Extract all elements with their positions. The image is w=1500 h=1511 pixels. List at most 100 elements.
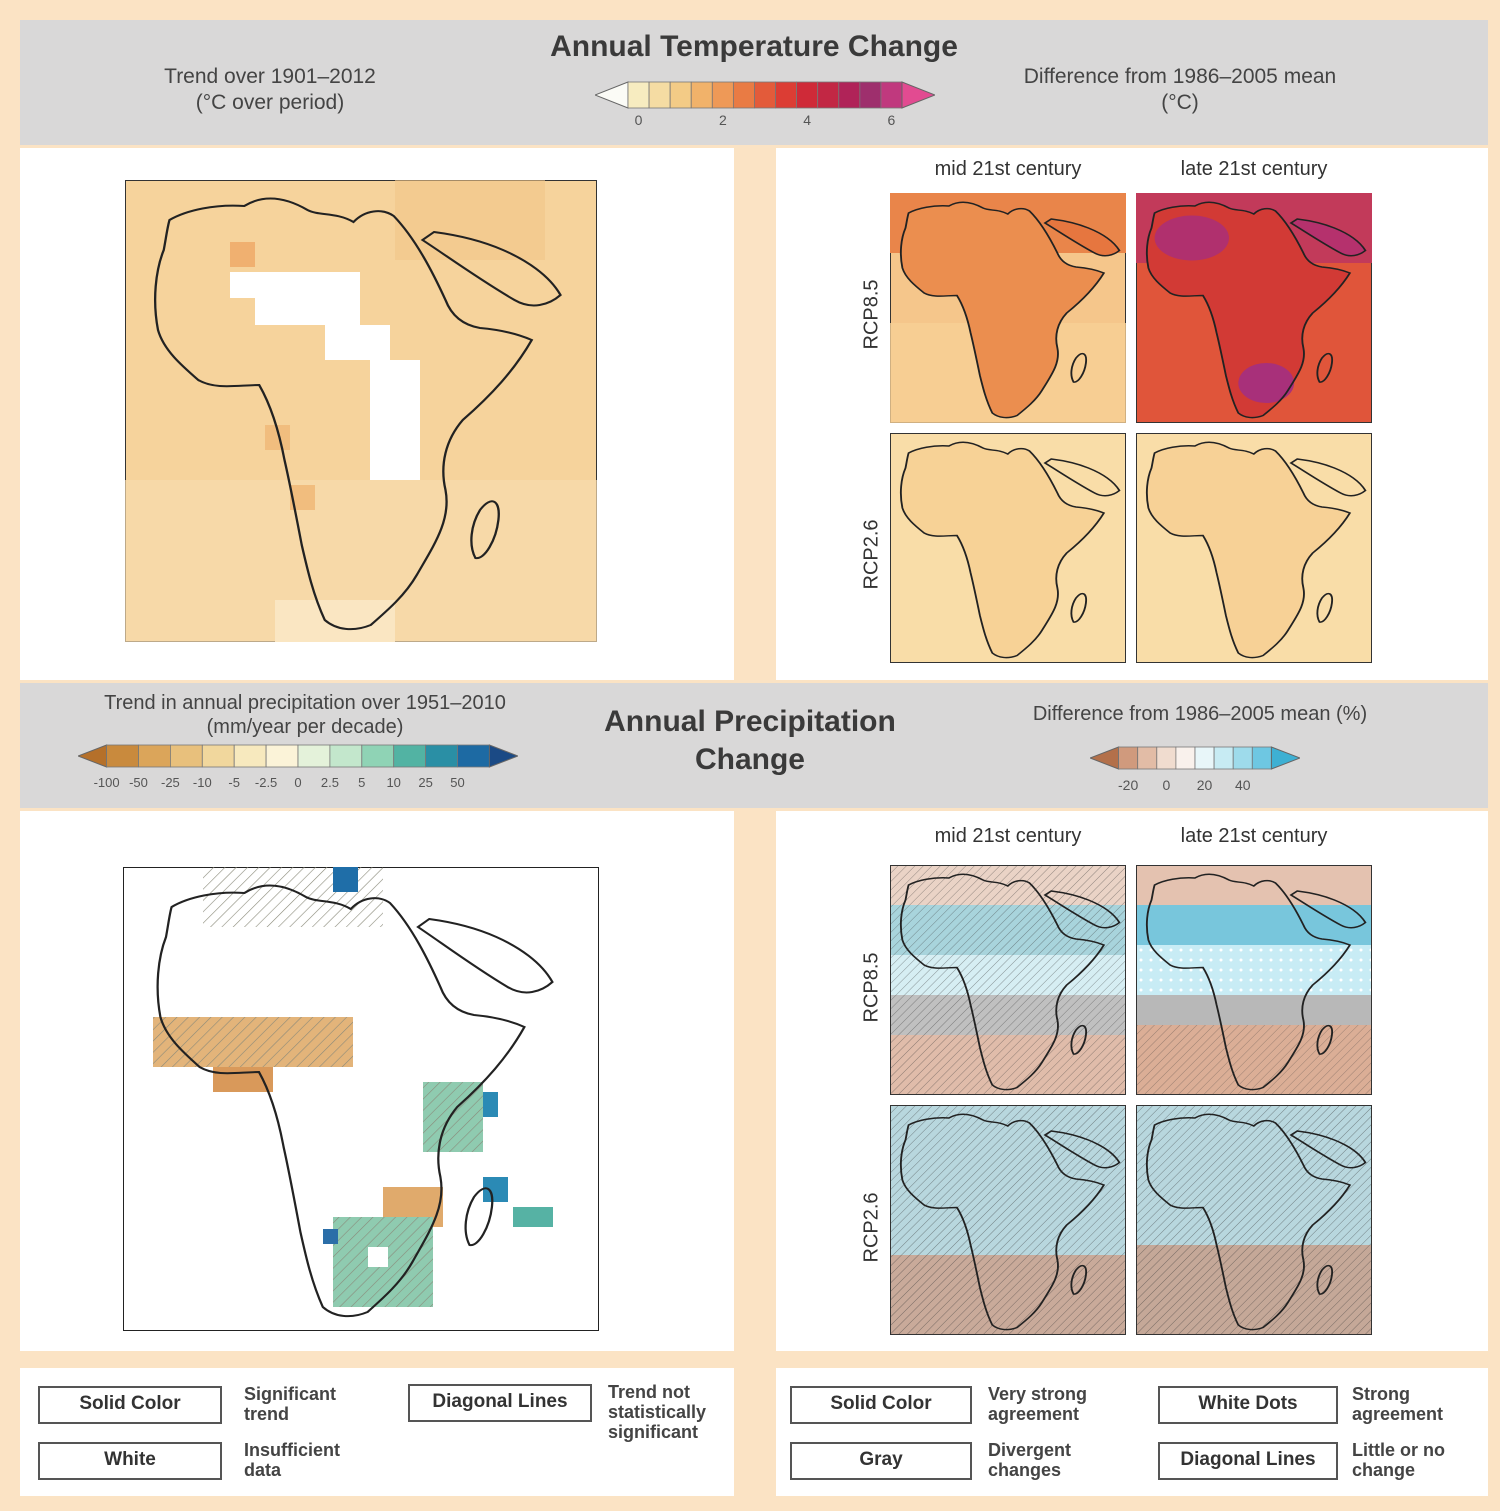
precip-trend-colorbar-swatch (297, 744, 331, 768)
precip-col-header-late: late 21st century (1180, 825, 1328, 847)
colorbar-tick-label: 6 (887, 112, 896, 128)
colorbar-tick-label: 0 (634, 112, 643, 128)
key-white-dots-projection: White Dots (1158, 1386, 1338, 1424)
precip-projection-colorbar-swatch (1251, 746, 1272, 770)
key-solid-color-projection: Solid Color (790, 1386, 972, 1424)
precip-trend-colorbar-swatch (457, 744, 490, 768)
colorbar-tick-label: 0 (294, 775, 302, 790)
precip-map-rcp85-mid (890, 865, 1126, 1095)
temperature-left-header-line2: (°C over period) (195, 91, 345, 114)
precip-trend-colorbar-swatch (106, 744, 139, 768)
trend-legend-box: Solid Color Significant trend White Insu… (20, 1368, 734, 1496)
temperature-colorbar-swatch (754, 81, 776, 109)
temperature-trend-panel (20, 148, 734, 680)
precip-trend-colorbar-swatch (233, 744, 267, 768)
precip-trend-colorbar-swatch (393, 744, 427, 768)
temperature-colorbar-ticks: 0 2 4 6 (595, 112, 935, 130)
temperature-header-band: Annual Temperature Change Trend over 190… (20, 20, 1488, 145)
precip-trend-colorbar-arrow-right (488, 744, 518, 768)
precip-projection-colorbar-swatch (1118, 746, 1139, 770)
key-white-trend-desc: Insufficient data (244, 1440, 341, 1480)
colorbar-tick-label: -25 (160, 775, 180, 790)
precip-trend-colorbar-swatch (170, 744, 203, 768)
precip-projection-colorbar-swatch (1175, 746, 1196, 770)
temperature-left-header-line1: Trend over 1901–2012 (164, 65, 376, 88)
colorbar-tick-label: 20 (1196, 777, 1213, 793)
precip-map-rcp26-late (1136, 1105, 1372, 1335)
precipitation-title: Annual Precipitation Change (560, 703, 940, 779)
colorbar-tick-label: -10 (192, 775, 212, 790)
temperature-colorbar (595, 81, 935, 109)
precip-trend-map (123, 867, 599, 1331)
temperature-colorbar-swatch (859, 81, 882, 109)
precip-row-label-rcp26: RCP2.6 (860, 1192, 883, 1263)
colorbar-tick-label: 2.5 (320, 775, 339, 790)
temp-map-rcp26-mid (890, 433, 1126, 663)
precip-trend-colorbar-ticks: -100 -50 -25 -10 -5 -2.5 0 2.5 5 10 25 50 (78, 775, 518, 793)
precip-projection-colorbar-swatch (1213, 746, 1234, 770)
colorbar-tick-label: -20 (1118, 777, 1139, 793)
temperature-right-header: Difference from 1986–2005 mean (°C) (970, 64, 1390, 116)
precip-trend-colorbar-swatch (425, 744, 458, 768)
precip-projection-colorbar (1090, 746, 1300, 770)
precip-projection-colorbar-arrow-left (1090, 746, 1120, 770)
temperature-trend-map (125, 180, 597, 642)
precipitation-title-line1: Annual Precipitation (604, 705, 896, 738)
key-solid-color-trend: Solid Color (38, 1386, 222, 1424)
precip-map-rcp26-mid (890, 1105, 1126, 1335)
key-diagonal-lines-projection-desc: Little or no change (1352, 1440, 1445, 1480)
precip-map-rcp85-late (1136, 865, 1372, 1095)
precip-row-label-rcp85: RCP8.5 (860, 952, 883, 1023)
colorbar-tick-label: -50 (129, 775, 148, 790)
temp-col-header-late: late 21st century (1180, 158, 1328, 180)
precip-trend-colorbar-swatch (361, 744, 395, 768)
key-solid-color-trend-desc: Significant trend (244, 1384, 337, 1424)
temperature-right-header-line1: Difference from 1986–2005 mean (1023, 65, 1337, 88)
precip-projection-colorbar-swatch (1194, 746, 1215, 770)
key-solid-color-projection-desc: Very strong agreement (988, 1384, 1088, 1424)
temperature-right-header-line2: (°C) (1161, 91, 1199, 114)
temperature-colorbar-swatch (732, 81, 755, 109)
temperature-colorbar-swatch (817, 81, 840, 109)
key-gray-projection-desc: Divergent changes (988, 1440, 1072, 1480)
colorbar-tick-label: 25 (418, 775, 433, 790)
temp-row-label-rcp26: RCP2.6 (860, 519, 883, 590)
temperature-colorbar-swatch (690, 81, 713, 109)
key-white-trend: White (38, 1442, 222, 1480)
colorbar-tick-label: 50 (450, 775, 465, 790)
temperature-colorbar-swatch (838, 81, 861, 109)
temp-map-rcp26-late (1136, 433, 1372, 663)
precip-trend-colorbar-swatch (265, 744, 299, 768)
temp-col-header-mid: mid 21st century (934, 158, 1082, 180)
precip-trend-colorbar (78, 744, 518, 768)
colorbar-tick-label: 2 (718, 112, 727, 128)
precipitation-title-line2: Change (694, 743, 805, 776)
temperature-colorbar-arrow-left (595, 81, 629, 109)
colorbar-tick-label: 5 (358, 775, 366, 790)
precip-left-header: Trend in annual precipitation over 1951–… (60, 691, 550, 739)
key-gray-projection: Gray (790, 1442, 972, 1480)
temperature-colorbar-swatch (880, 81, 903, 109)
precip-projection-colorbar-ticks: -20 0 20 40 (1090, 777, 1300, 795)
precip-left-header-line2: (mm/year per decade) (206, 716, 404, 738)
temperature-title: Annual Temperature Change (550, 30, 958, 63)
key-white-dots-projection-desc: Strong agreement (1352, 1384, 1444, 1424)
key-diagonal-lines-trend: Diagonal Lines (408, 1384, 592, 1422)
temperature-projection-panel: mid 21st century late 21st century RCP8.… (776, 148, 1488, 680)
precip-projection-panel: mid 21st century late 21st century RCP8.… (776, 811, 1488, 1351)
key-diagonal-lines-projection: Diagonal Lines (1158, 1442, 1338, 1480)
colorbar-tick-label: 4 (803, 112, 812, 128)
colorbar-tick-label: -5 (228, 775, 240, 790)
temperature-colorbar-arrow-right (901, 81, 935, 109)
precip-trend-colorbar-swatch (138, 744, 171, 768)
temp-map-rcp85-mid (890, 193, 1126, 423)
colorbar-tick-label: -2.5 (254, 775, 278, 790)
colorbar-tick-label: -100 (93, 775, 120, 790)
precip-projection-colorbar-swatch (1232, 746, 1253, 770)
colorbar-tick-label: 0 (1162, 777, 1171, 793)
temp-map-rcp85-late (1136, 193, 1372, 423)
temperature-colorbar-swatch (669, 81, 692, 109)
temperature-colorbar-swatch (711, 81, 734, 109)
precip-trend-colorbar-arrow-left (78, 744, 108, 768)
temperature-colorbar-swatch (775, 81, 798, 109)
